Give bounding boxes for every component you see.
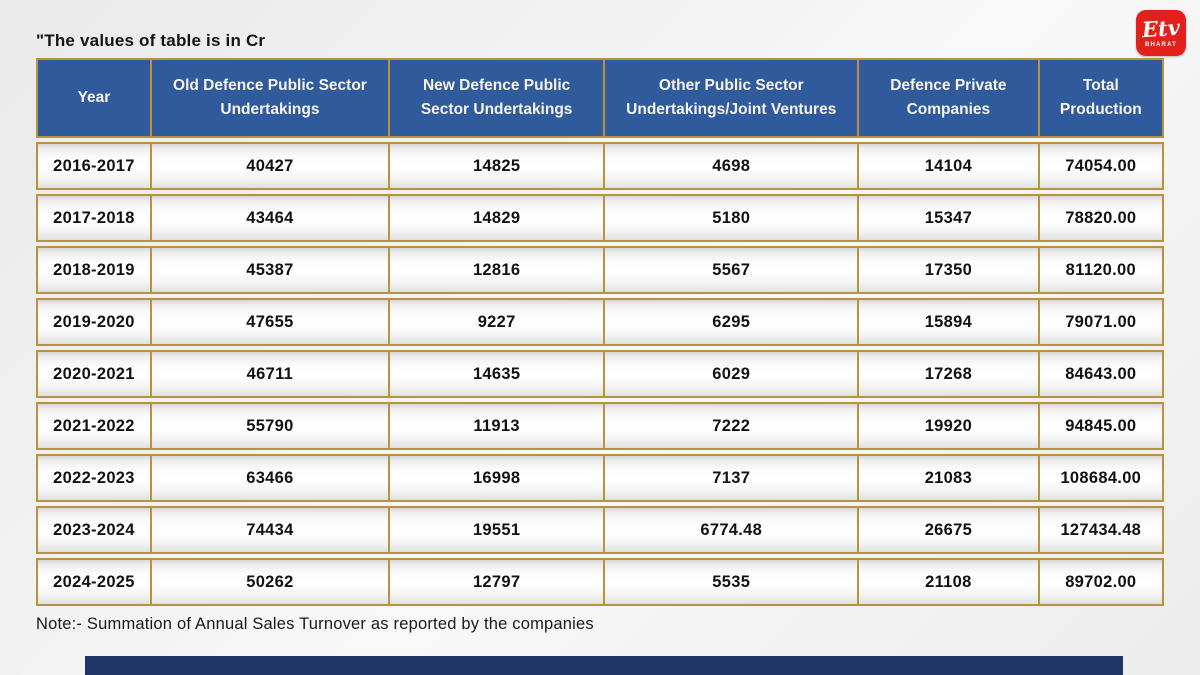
value-cell: 43464 (149, 194, 388, 242)
year-cell: 2019-2020 (36, 298, 150, 346)
table-row: 2024-2025 50262 12797 5535 21108 89702.00 (36, 558, 1164, 606)
value-cell: 17268 (857, 350, 1038, 398)
value-cell: 7222 (603, 402, 858, 450)
table-row: 2016-2017 40427 14825 4698 14104 74054.00 (36, 142, 1164, 190)
value-cell: 50262 (149, 558, 388, 606)
value-cell: 14104 (857, 142, 1038, 190)
table-header: Year Old Defence Public Sector Undertaki… (36, 58, 1164, 138)
year-cell: 2020-2021 (36, 350, 150, 398)
value-cell: 108684.00 (1037, 454, 1164, 502)
value-cell: 9227 (387, 298, 604, 346)
value-cell: 74054.00 (1037, 142, 1164, 190)
table-row: 2020-2021 46711 14635 6029 17268 84643.00 (36, 350, 1164, 398)
footnote: Note:- Summation of Annual Sales Turnove… (36, 615, 594, 633)
value-cell: 14829 (387, 194, 604, 242)
value-cell: 7137 (603, 454, 858, 502)
table-row: 2022-2023 63466 16998 7137 21083 108684.00 (36, 454, 1164, 502)
value-cell: 89702.00 (1037, 558, 1164, 606)
col-header-total: Total Production (1037, 58, 1164, 138)
footer-bar (85, 656, 1123, 675)
header-row: Year Old Defence Public Sector Undertaki… (36, 58, 1164, 138)
value-cell: 17350 (857, 246, 1038, 294)
value-cell: 78820.00 (1037, 194, 1164, 242)
value-cell: 5567 (603, 246, 858, 294)
defence-production-table: Year Old Defence Public Sector Undertaki… (36, 54, 1164, 610)
value-cell: 46711 (149, 350, 388, 398)
year-cell: 2018-2019 (36, 246, 150, 294)
value-cell: 84643.00 (1037, 350, 1164, 398)
value-cell: 15347 (857, 194, 1038, 242)
value-cell: 15894 (857, 298, 1038, 346)
year-cell: 2021-2022 (36, 402, 150, 450)
value-cell: 40427 (149, 142, 388, 190)
col-header-new-dpsu: New Defence Public Sector Undertakings (387, 58, 604, 138)
table-row: 2021-2022 55790 11913 7222 19920 94845.00 (36, 402, 1164, 450)
value-cell: 55790 (149, 402, 388, 450)
col-header-old-dpsu: Old Defence Public Sector Undertakings (149, 58, 388, 138)
value-cell: 26675 (857, 506, 1038, 554)
value-cell: 21108 (857, 558, 1038, 606)
value-cell: 14635 (387, 350, 604, 398)
value-cell: 63466 (149, 454, 388, 502)
table-row: 2019-2020 47655 9227 6295 15894 79071.00 (36, 298, 1164, 346)
value-cell: 6774.48 (603, 506, 858, 554)
page-title: "The values of table is in Cr (36, 31, 266, 50)
col-header-private: Defence Private Companies (857, 58, 1038, 138)
value-cell: 4698 (603, 142, 858, 190)
value-cell: 5535 (603, 558, 858, 606)
value-cell: 45387 (149, 246, 388, 294)
col-header-year: Year (36, 58, 150, 138)
value-cell: 127434.48 (1037, 506, 1164, 554)
value-cell: 21083 (857, 454, 1038, 502)
year-cell: 2022-2023 (36, 454, 150, 502)
table-row: 2017-2018 43464 14829 5180 15347 78820.00 (36, 194, 1164, 242)
year-cell: 2023-2024 (36, 506, 150, 554)
value-cell: 16998 (387, 454, 604, 502)
value-cell: 94845.00 (1037, 402, 1164, 450)
etv-logo-mark-icon: Etv (1141, 14, 1181, 43)
year-cell: 2017-2018 (36, 194, 150, 242)
table-row: 2018-2019 45387 12816 5567 17350 81120.00 (36, 246, 1164, 294)
value-cell: 19551 (387, 506, 604, 554)
value-cell: 14825 (387, 142, 604, 190)
value-cell: 47655 (149, 298, 388, 346)
value-cell: 6029 (603, 350, 858, 398)
value-cell: 12797 (387, 558, 604, 606)
col-header-other-psu-jv: Other Public Sector Undertakings/Joint V… (603, 58, 858, 138)
value-cell: 81120.00 (1037, 246, 1164, 294)
etv-logo-sub-label: BHARAT (1144, 42, 1178, 48)
value-cell: 5180 (603, 194, 858, 242)
value-cell: 74434 (149, 506, 388, 554)
year-cell: 2024-2025 (36, 558, 150, 606)
value-cell: 6295 (603, 298, 858, 346)
table-body: 2016-2017 40427 14825 4698 14104 74054.00 2017… (36, 142, 1164, 606)
value-cell: 79071.00 (1037, 298, 1164, 346)
etv-bharat-logo: Etv BHARAT (1136, 10, 1186, 56)
value-cell: 19920 (857, 402, 1038, 450)
year-cell: 2016-2017 (36, 142, 150, 190)
value-cell: 12816 (387, 246, 604, 294)
value-cell: 11913 (387, 402, 604, 450)
table-row: 2023-2024 74434 19551 6774.48 26675 127434.48 (36, 506, 1164, 554)
